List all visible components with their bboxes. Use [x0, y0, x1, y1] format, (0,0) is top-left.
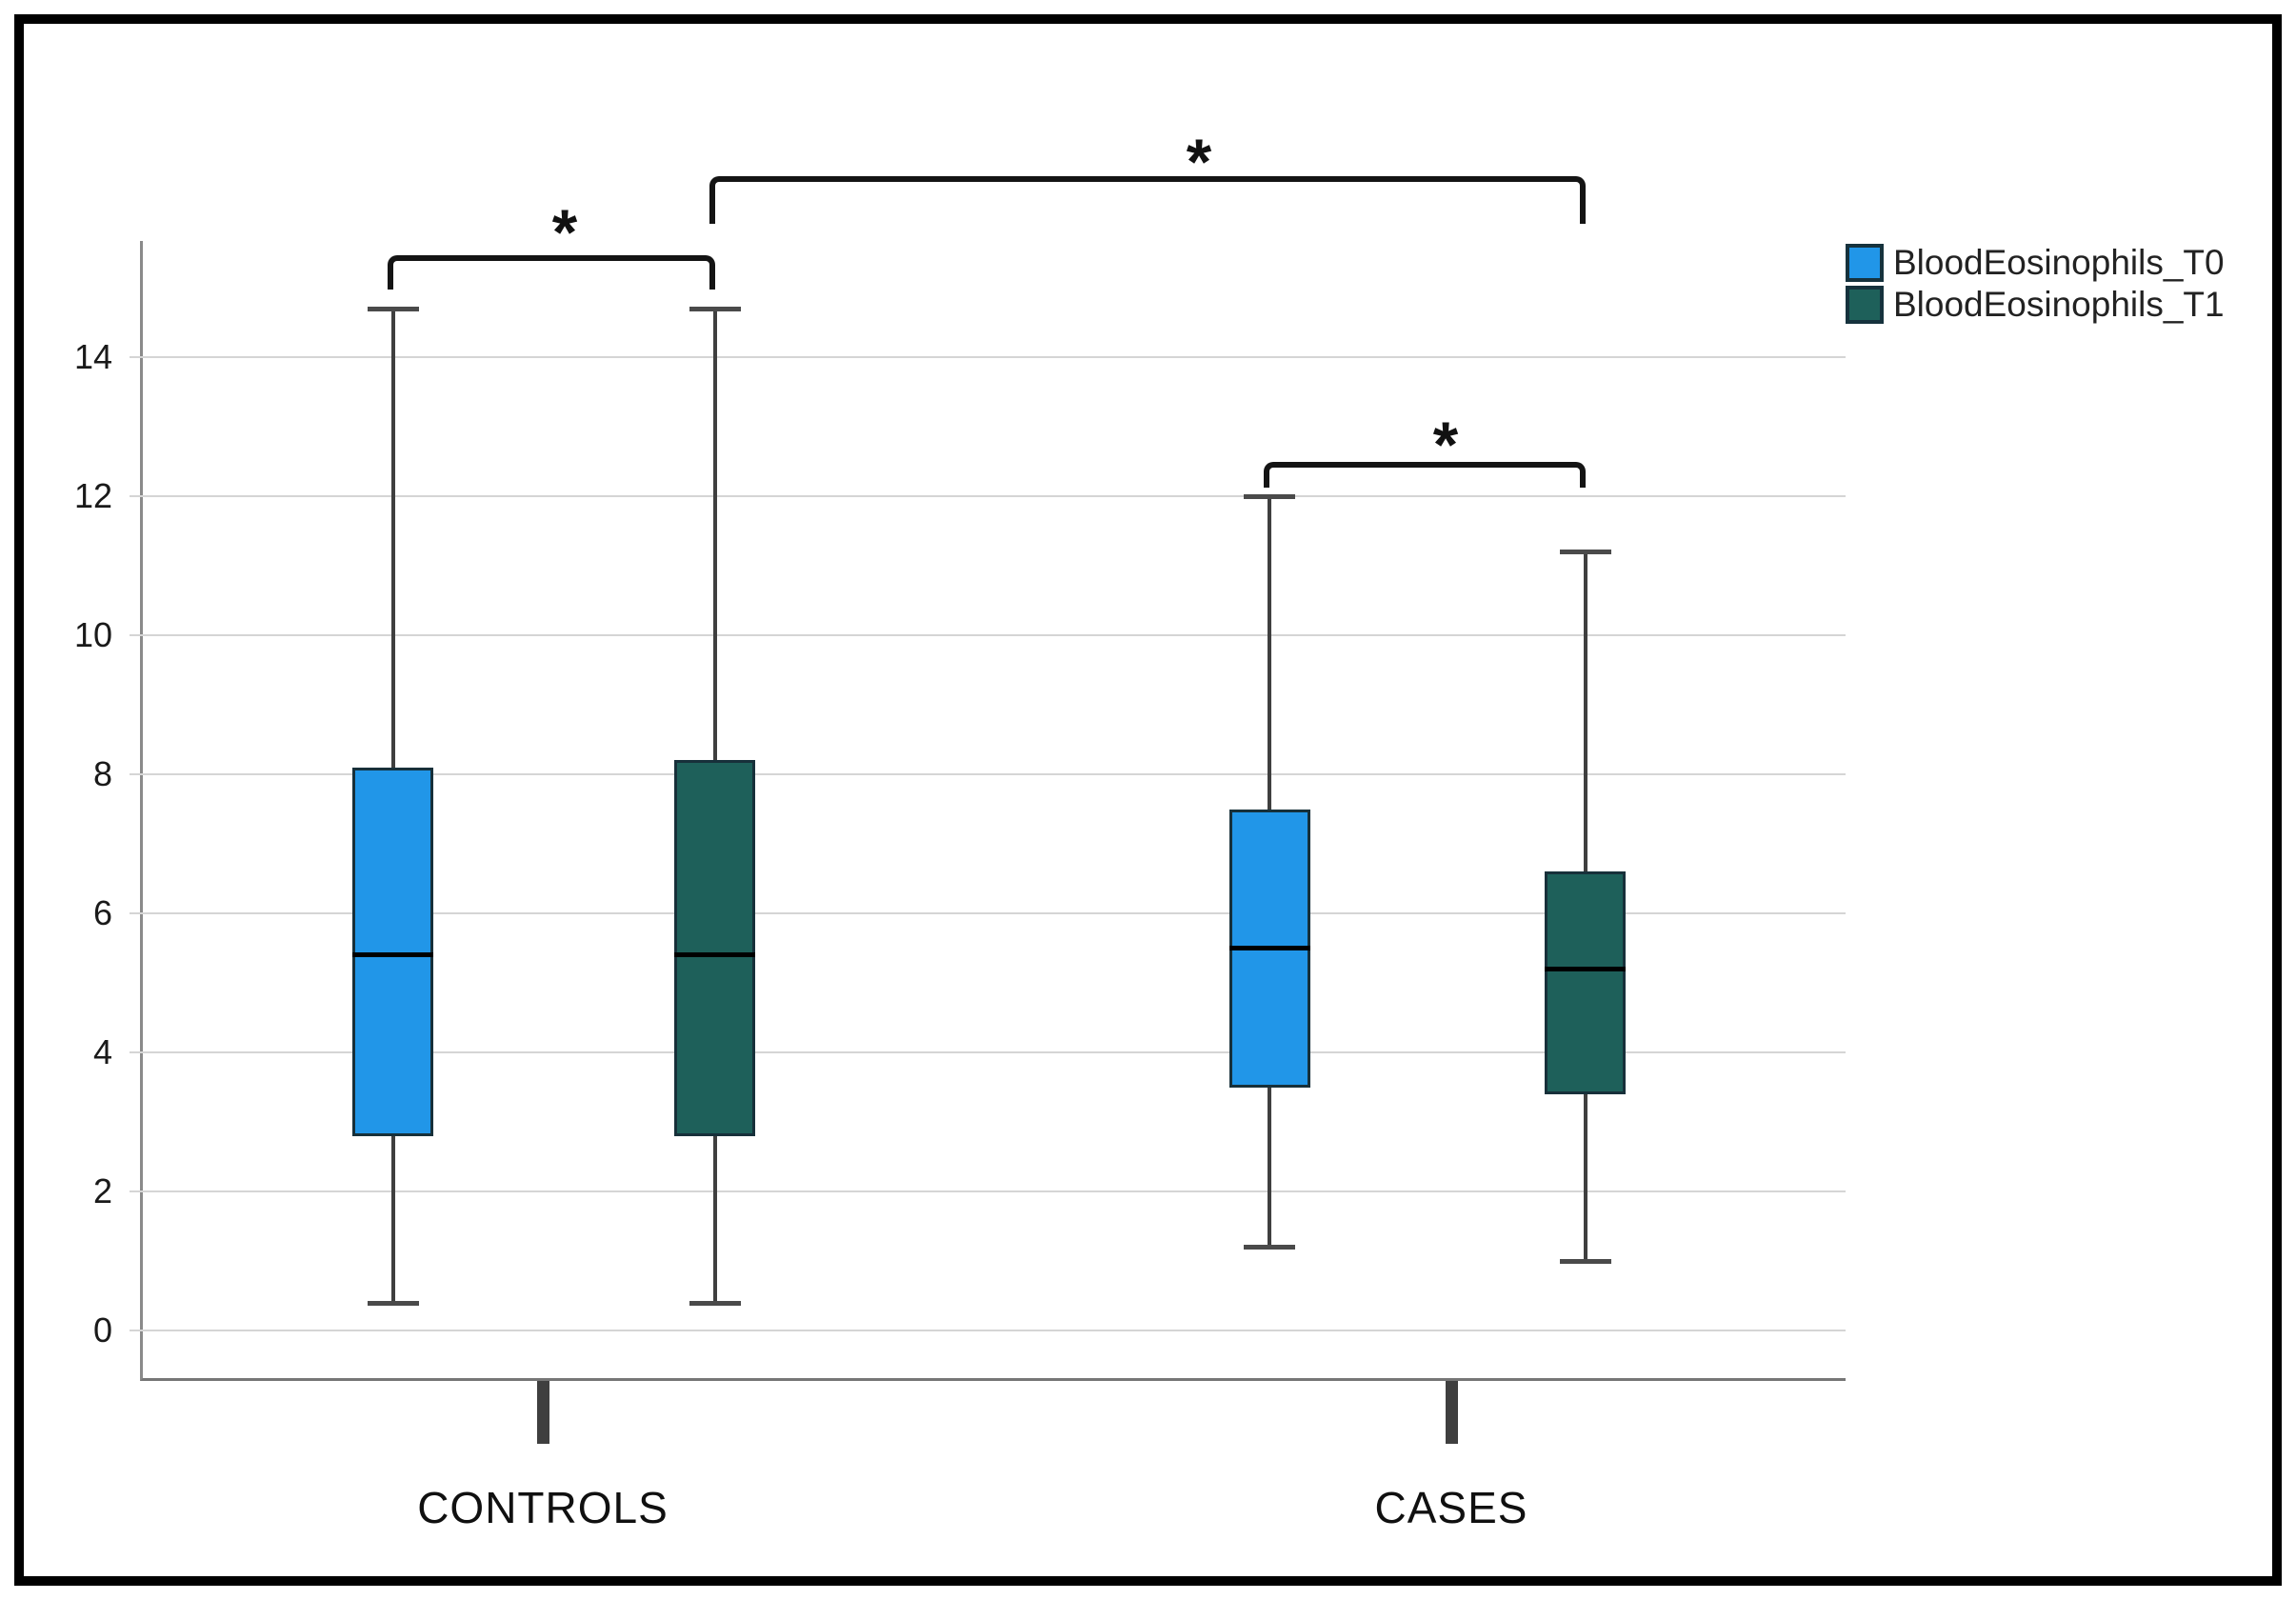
- plot-area: 0 2 4 6 8 10 12 14: [74, 241, 1846, 1381]
- boxplot-box: [1545, 871, 1626, 1094]
- significance-asterisk: *: [1432, 409, 1459, 481]
- boxplot-box: [674, 760, 755, 1136]
- median-line: [1228, 946, 1310, 950]
- gridline: [130, 634, 1846, 636]
- whisker-cap-max: [689, 306, 741, 311]
- y-tick-label: 6: [92, 893, 112, 932]
- whisker-cap-max: [1244, 494, 1295, 499]
- gridline: [130, 1190, 1846, 1192]
- significance-bracket: [709, 176, 1586, 224]
- y-tick-label: 4: [92, 1032, 112, 1071]
- y-tick-label: 2: [92, 1171, 112, 1210]
- whisker-cap-min: [1559, 1259, 1611, 1264]
- legend-swatch-t1: [1846, 286, 1884, 324]
- median-line: [674, 952, 755, 958]
- significance-asterisk: *: [551, 196, 578, 269]
- gridline: [130, 495, 1846, 497]
- y-tick-label: 0: [92, 1310, 112, 1350]
- gridline: [130, 912, 1846, 914]
- y-tick-label: 8: [92, 754, 112, 793]
- gridline: [130, 773, 1846, 775]
- gridline: [130, 356, 1846, 358]
- whisker-cap-min: [689, 1300, 741, 1306]
- y-tick-label: 10: [73, 615, 112, 654]
- significance-bracket: [387, 255, 715, 290]
- whisker-cap-min: [367, 1300, 419, 1306]
- x-tick-mark: [536, 1381, 549, 1444]
- legend-swatch-t0: [1846, 244, 1884, 282]
- legend-item: BloodEosinophils_T0: [1846, 243, 2225, 282]
- significance-bracket: [1264, 462, 1586, 488]
- legend-label-t1: BloodEosinophils_T1: [1893, 285, 2225, 324]
- boxplot-box: [352, 767, 433, 1136]
- legend: BloodEosinophils_T0 BloodEosinophils_T1: [1846, 243, 2225, 328]
- median-line: [352, 952, 433, 958]
- y-tick-label: 14: [73, 337, 112, 376]
- whisker-cap-min: [1244, 1245, 1295, 1250]
- x-category-label-controls: CONTROLS: [417, 1483, 669, 1532]
- significance-asterisk: *: [1186, 126, 1212, 198]
- x-category-label-cases: CASES: [1374, 1483, 1528, 1532]
- legend-label-t0: BloodEosinophils_T0: [1893, 243, 2225, 282]
- x-tick-mark: [1445, 1381, 1458, 1444]
- whisker-cap-max: [1559, 550, 1611, 555]
- y-tick-label: 12: [73, 476, 112, 515]
- median-line: [1545, 966, 1626, 971]
- gridline: [130, 1330, 1846, 1331]
- whisker-cap-max: [367, 306, 419, 311]
- gridline: [130, 1051, 1846, 1053]
- figure-border: [14, 14, 2282, 1586]
- legend-item: BloodEosinophils_T1: [1846, 285, 2225, 324]
